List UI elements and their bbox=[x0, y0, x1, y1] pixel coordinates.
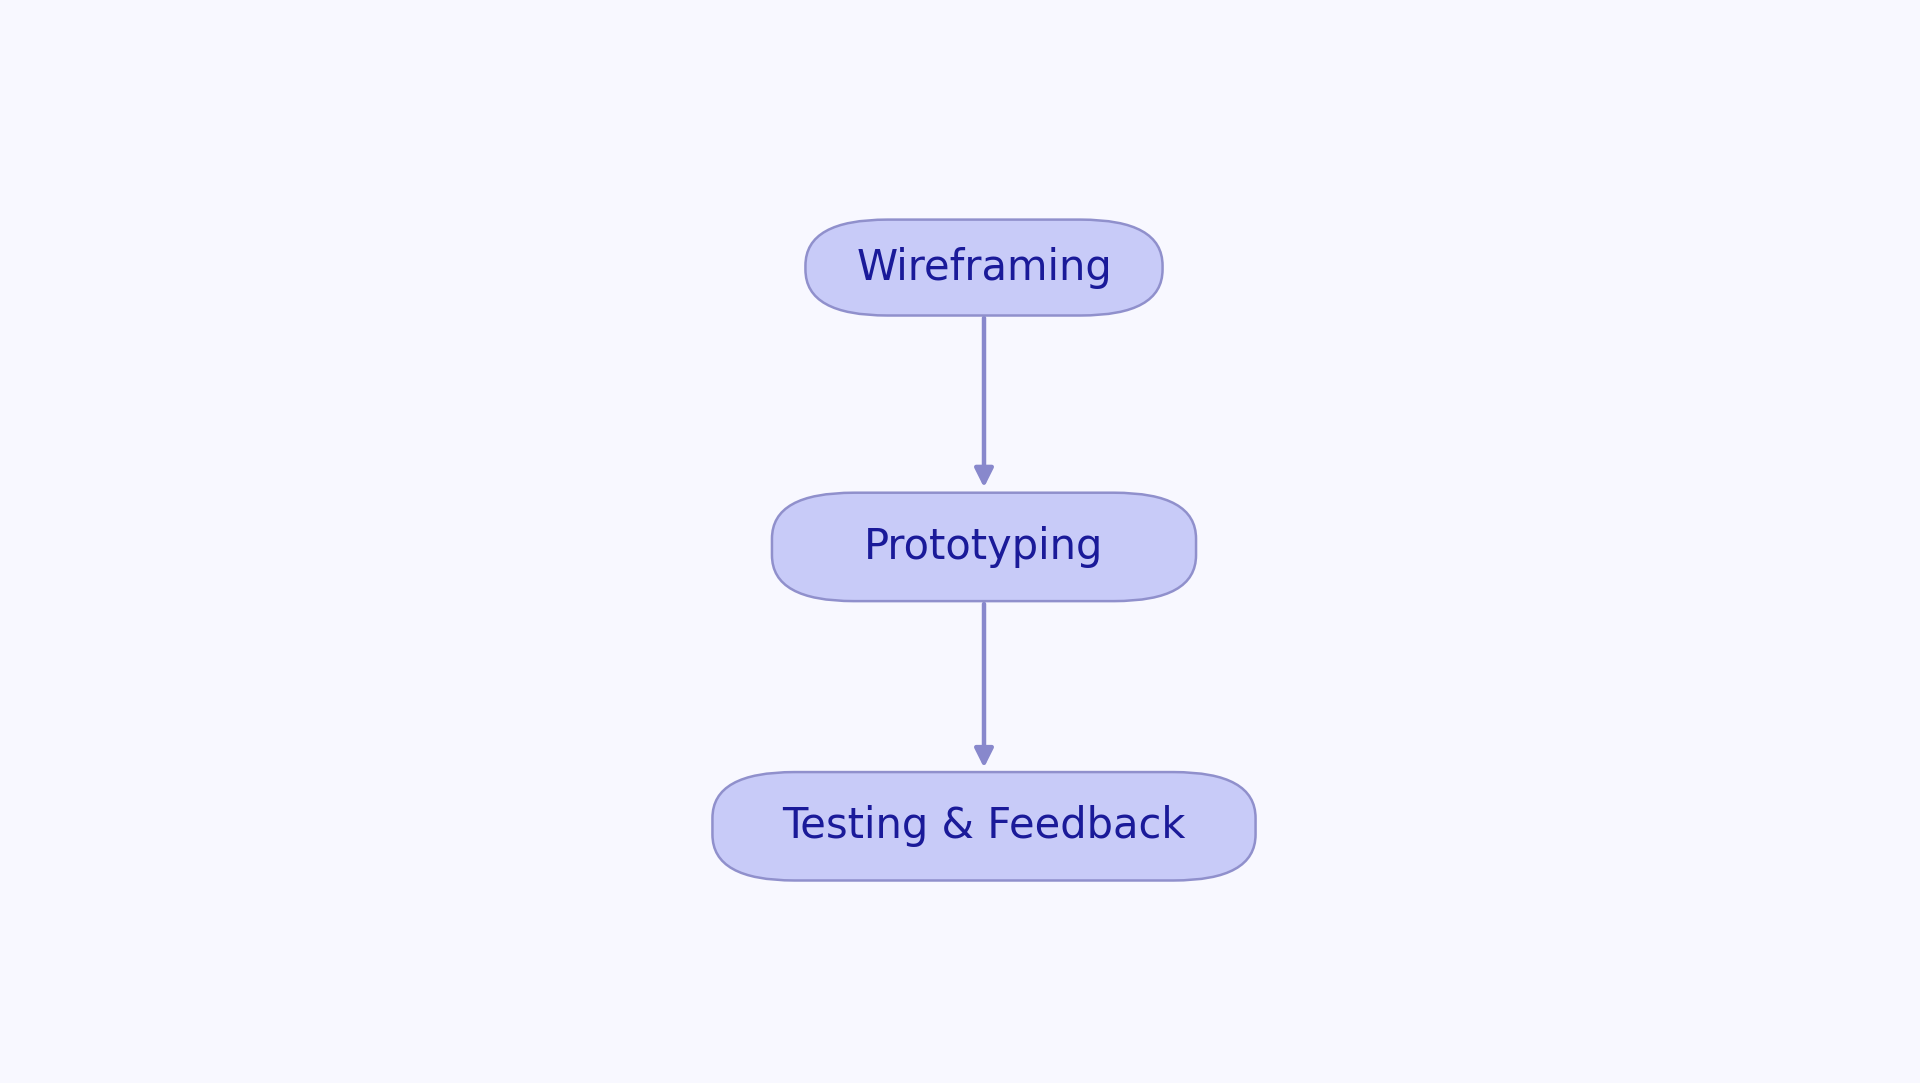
Text: Testing & Feedback: Testing & Feedback bbox=[781, 806, 1187, 847]
FancyBboxPatch shape bbox=[772, 493, 1196, 601]
FancyBboxPatch shape bbox=[806, 220, 1162, 315]
FancyBboxPatch shape bbox=[712, 772, 1256, 880]
Text: Prototyping: Prototyping bbox=[864, 526, 1104, 567]
Text: Wireframing: Wireframing bbox=[856, 247, 1112, 288]
